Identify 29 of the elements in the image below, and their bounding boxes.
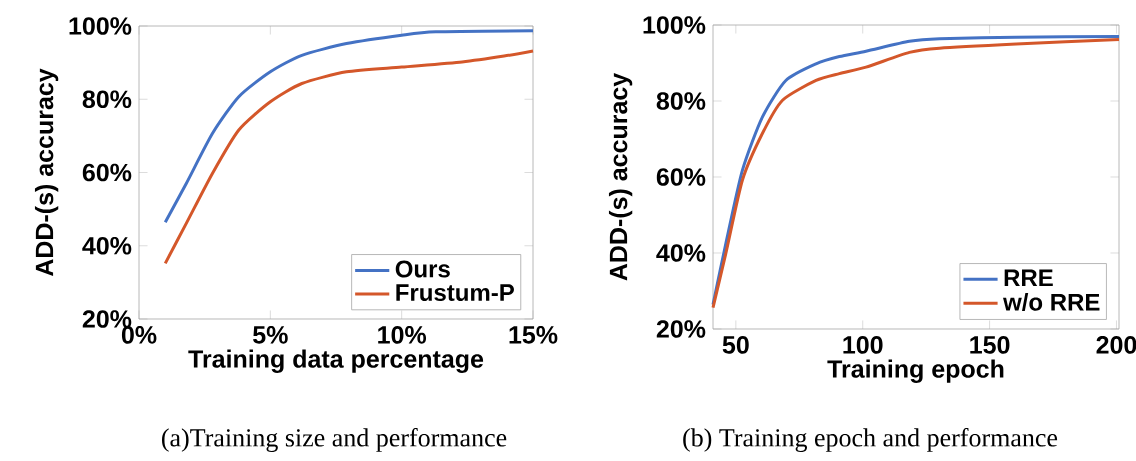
y-tick-label: 40%	[656, 244, 706, 262]
x-tick-label: 0%	[121, 326, 157, 344]
x-axis-title: Training data percentage	[188, 349, 484, 373]
y-tick-label: 60%	[656, 168, 706, 186]
y-tick-label: 40%	[82, 236, 132, 255]
legend-label: w/o RRE	[1003, 293, 1100, 311]
x-tick-label: 150	[970, 336, 1010, 354]
text: (a)Training size and performance	[161, 428, 507, 452]
y-tick-label: 20%	[656, 320, 706, 338]
x-axis-title: Training epoch	[827, 359, 1004, 383]
x-tick-label: 100	[843, 336, 883, 354]
y-tick-label: 60%	[82, 163, 132, 182]
legend-label: Ours	[395, 260, 450, 278]
x-tick-label: 200	[1096, 336, 1136, 354]
legend-label: Frustum-P	[396, 284, 514, 302]
x-tick-label: 5%	[253, 326, 288, 344]
x-tick-label: 15%	[509, 326, 558, 344]
x-tick-label: 50	[722, 336, 749, 354]
y-tick-label: 100%	[69, 17, 132, 35]
y-axis-title: ADD-(s) accuracy	[608, 72, 633, 281]
y-axis-title: ADD-(s) accuracy	[34, 68, 59, 277]
legend-label: RRE	[1004, 269, 1053, 287]
line-series	[163, 29, 535, 224]
y-tick-label: 100%	[643, 16, 706, 34]
y-tick-label: 80%	[656, 92, 706, 110]
x-tick-label: 10%	[378, 326, 427, 344]
y-tick-label: 80%	[82, 90, 132, 109]
text: (b) Training epoch and performance	[683, 428, 1058, 452]
y-tick-label: 20%	[82, 310, 132, 328]
